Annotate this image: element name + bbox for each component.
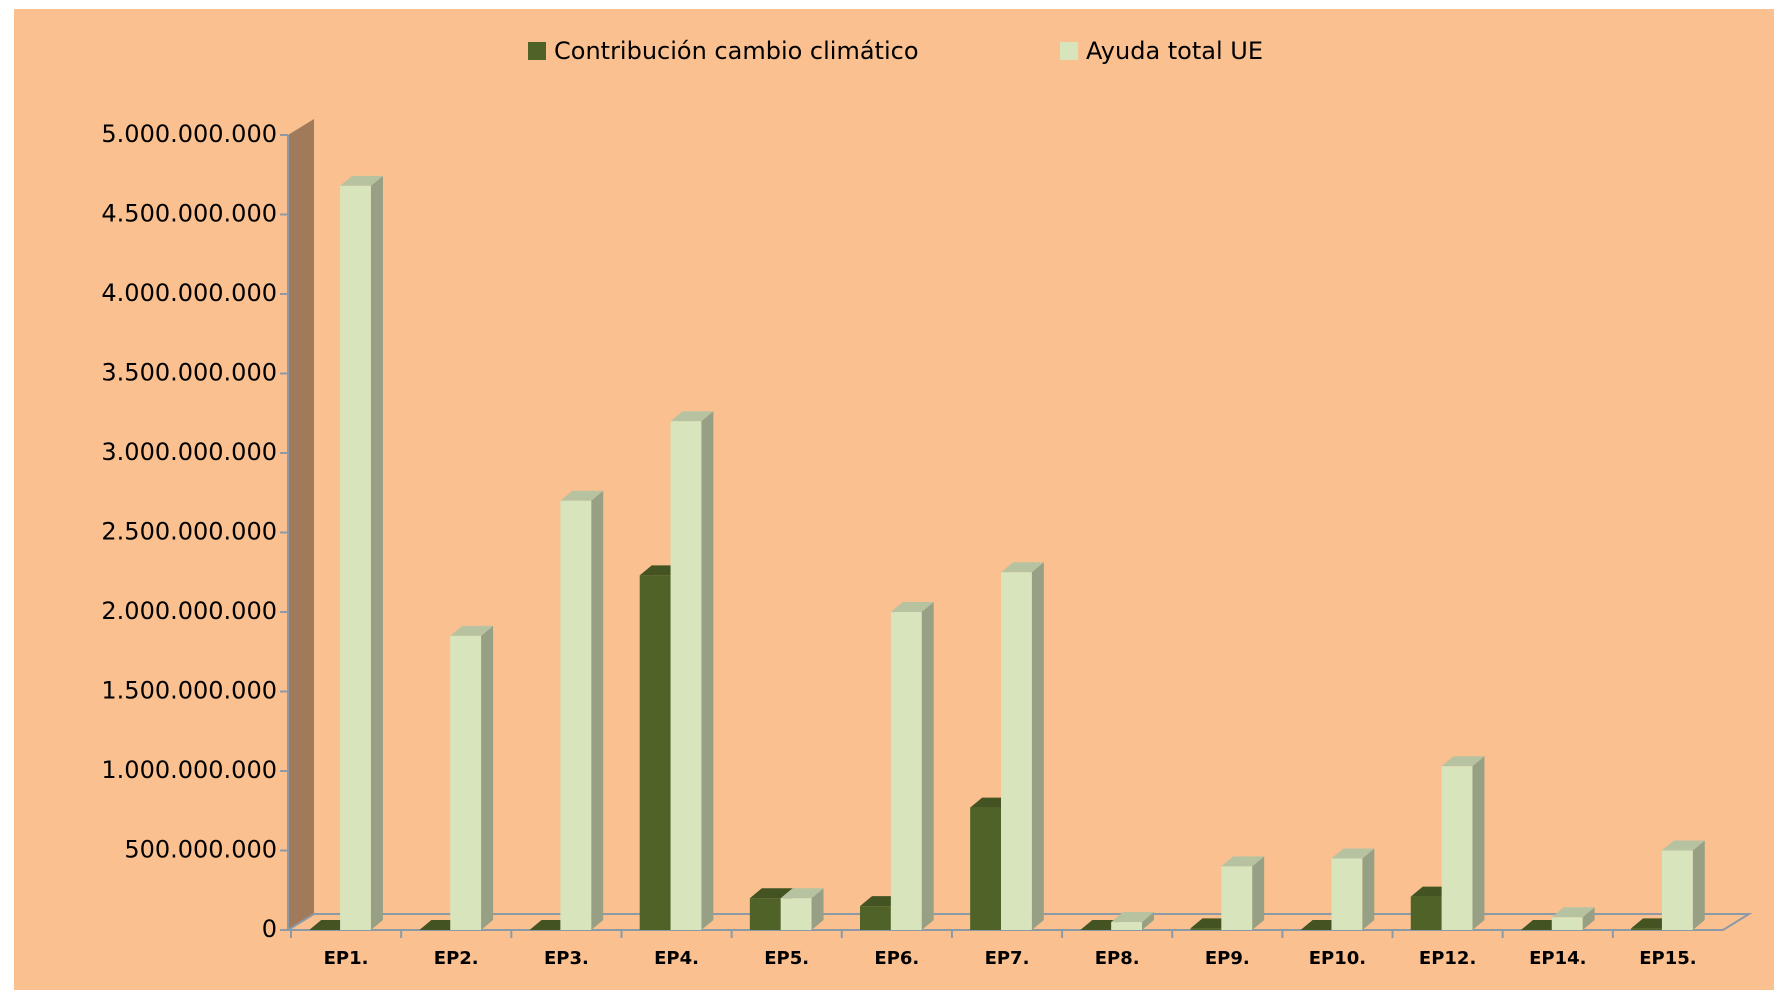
bar-side xyxy=(591,490,604,930)
bar-side xyxy=(1472,756,1485,930)
side-wall xyxy=(288,119,314,930)
legend-label: Contribución cambio climático xyxy=(554,37,919,65)
bar xyxy=(1331,858,1363,930)
bar xyxy=(450,635,482,930)
bar xyxy=(1661,850,1693,930)
bar-top xyxy=(1111,912,1154,923)
bar xyxy=(780,898,812,930)
bar xyxy=(749,898,781,930)
y-tick-label: 2.000.000.000 xyxy=(101,597,277,625)
bar xyxy=(639,575,671,930)
bar-top xyxy=(1331,848,1375,859)
y-tick-label: 2.500.000.000 xyxy=(101,518,277,546)
bar xyxy=(970,807,1001,930)
bar-side xyxy=(921,602,934,930)
bar xyxy=(1410,896,1442,930)
legend-swatch xyxy=(528,42,546,60)
x-tick-label: EP10. xyxy=(1309,948,1366,969)
bar-side xyxy=(811,888,824,930)
bar-top xyxy=(749,888,793,899)
legend-label: Ayuda total UE xyxy=(1086,37,1263,65)
y-tick-label: 1.000.000.000 xyxy=(101,756,277,784)
x-tick-label: EP1. xyxy=(324,948,369,969)
bar xyxy=(1111,922,1142,930)
bar xyxy=(1190,928,1222,930)
y-tick-label: 3.000.000.000 xyxy=(101,438,277,466)
x-tick-label: EP8. xyxy=(1095,948,1140,969)
bar-side xyxy=(1141,912,1154,930)
bar xyxy=(1441,766,1473,930)
bar xyxy=(1001,572,1032,930)
bar-top xyxy=(1001,562,1044,573)
y-tick-label: 4.000.000.000 xyxy=(101,279,277,307)
bar-top xyxy=(670,411,714,422)
bar-side xyxy=(1252,856,1265,930)
y-tick-label: 3.500.000.000 xyxy=(101,359,277,387)
x-tick-label: EP15. xyxy=(1639,948,1696,969)
bar-side xyxy=(370,175,383,930)
x-tick-label: EP2. xyxy=(434,948,479,969)
bar xyxy=(860,906,891,930)
bar-top xyxy=(340,175,383,186)
y-tick-label: 0 xyxy=(262,915,277,943)
bar-top xyxy=(450,625,494,636)
bar xyxy=(1551,917,1583,930)
x-tick-label: EP9. xyxy=(1205,948,1250,969)
x-tick-label: EP3. xyxy=(544,948,589,969)
bar xyxy=(670,421,702,930)
bar-side xyxy=(1692,840,1705,930)
y-tick-label: 500.000.000 xyxy=(124,836,277,864)
x-tick-label: EP12. xyxy=(1419,948,1476,969)
bar xyxy=(560,500,592,930)
y-tick-label: 1.500.000.000 xyxy=(101,677,277,705)
x-tick-label: EP14. xyxy=(1529,948,1586,969)
x-tick-label: EP6. xyxy=(874,948,919,969)
bar-side xyxy=(1031,562,1044,930)
bar xyxy=(890,612,922,930)
bar xyxy=(1221,866,1253,930)
bar-side xyxy=(1362,848,1375,930)
legend-swatch xyxy=(1060,42,1078,60)
bar-side xyxy=(481,625,494,930)
bar-top xyxy=(780,888,824,899)
bar xyxy=(1631,928,1662,930)
bar-top xyxy=(1221,856,1265,867)
bar-side xyxy=(1582,907,1595,930)
bar-top xyxy=(560,490,604,501)
bar-side xyxy=(701,411,714,930)
bar-top xyxy=(1551,907,1595,918)
y-tick-label: 5.000.000.000 xyxy=(101,120,277,148)
y-tick-label: 4.500.000.000 xyxy=(101,200,277,228)
bar-top xyxy=(890,602,934,612)
bar-top xyxy=(1441,756,1485,767)
bar xyxy=(340,185,371,930)
x-tick-label: EP4. xyxy=(654,948,699,969)
x-tick-label: EP5. xyxy=(764,948,809,969)
x-tick-label: EP7. xyxy=(985,948,1030,969)
bar-top xyxy=(1661,840,1705,851)
